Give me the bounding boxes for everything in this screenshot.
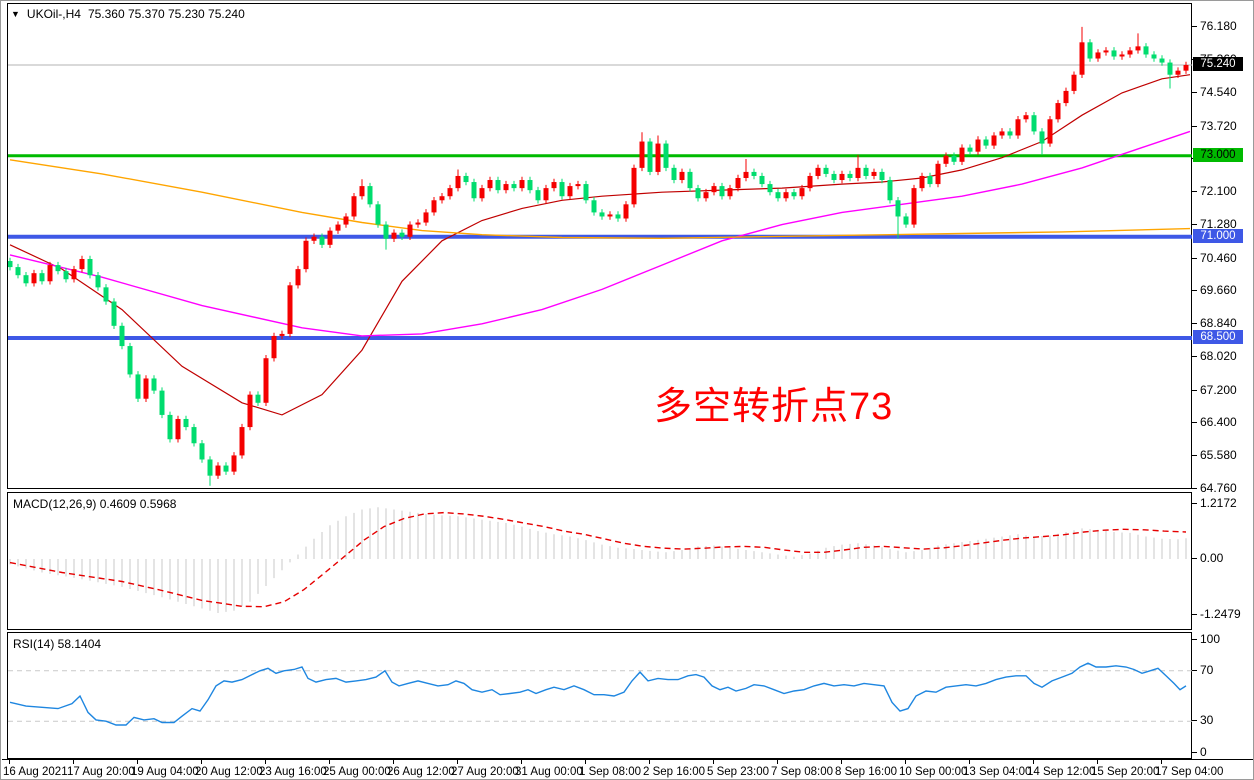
time-tick-label: 19 Aug 04:00	[131, 766, 199, 778]
chart-titlebar: ▼ UKOil-,H4 75.360 75.370 75.230 75.240	[11, 7, 245, 21]
macd-panel[interactable]	[7, 492, 1192, 630]
axis-tick-label: 73.720	[1200, 119, 1237, 133]
time-tick-label: 7 Sep 08:00	[771, 766, 834, 778]
axis-tick-mark	[1192, 422, 1197, 423]
axis-tick-label: 1.2172	[1200, 496, 1237, 510]
macd-indicator-label: MACD(12,26,9) 0.4609 0.5968	[13, 497, 177, 511]
time-tick-mark	[649, 760, 650, 764]
symbol-dropdown-icon[interactable]: ▼	[11, 9, 20, 19]
axis-tick-mark	[1192, 558, 1197, 559]
symbol-period-label: UKOil-,H4	[26, 7, 81, 21]
time-tick-mark	[1033, 760, 1034, 764]
time-tick-mark	[265, 760, 266, 764]
time-tick-mark	[1097, 760, 1098, 764]
time-tick-label: 10 Sep 00:00	[899, 766, 968, 778]
time-tick-mark	[329, 760, 330, 764]
time-tick-mark	[1161, 760, 1162, 764]
axis-tick-label: 66.400	[1200, 415, 1237, 429]
axis-tick-mark	[1192, 290, 1197, 291]
axis-tick-label: 72.100	[1200, 184, 1237, 198]
time-tick-label: 15 Sep 20:00	[1091, 766, 1160, 778]
axis-tick-label: 65.580	[1200, 448, 1237, 462]
ohlc-values-label: 75.360 75.370 75.230 75.240	[87, 7, 245, 21]
main-price-panel[interactable]	[7, 3, 1193, 490]
axis-tick-label: 100	[1200, 632, 1221, 646]
axis-tick-mark	[1192, 126, 1197, 127]
main-chart-canvas[interactable]	[8, 4, 1193, 490]
time-tick-label: 5 Sep 23:00	[707, 766, 770, 778]
axis-tick-label: 70	[1200, 663, 1214, 677]
time-tick-label: 8 Sep 16:00	[835, 766, 898, 778]
time-tick-label: 26 Aug 12:00	[387, 766, 455, 778]
time-tick-label: 25 Aug 00:00	[323, 766, 391, 778]
axis-tick-mark	[1192, 670, 1197, 671]
time-tick-mark	[777, 760, 778, 764]
axis-tick-mark	[1192, 488, 1197, 489]
axis-tick-mark	[1192, 191, 1197, 192]
axis-tick-label: -1.2479	[1200, 607, 1241, 621]
time-axis[interactable]: 16 Aug 2021 17 Aug 20:00 19 Aug 04:00 20 Au…	[1, 759, 1253, 779]
time-tick-mark	[905, 760, 906, 764]
rsi-panel[interactable]	[7, 632, 1193, 760]
axis-tick-mark	[1192, 503, 1197, 504]
axis-tick-label: 64.760	[1200, 481, 1237, 495]
axis-tick-label: 76.180	[1200, 19, 1237, 33]
axis-tick-mark	[1192, 356, 1197, 357]
time-tick-mark	[585, 760, 586, 764]
axis-tick-mark	[1192, 639, 1197, 640]
current-price-label: 75.240	[1193, 57, 1243, 71]
axis-tick-label: 0	[1200, 745, 1207, 759]
axis-tick-mark	[1192, 752, 1197, 753]
hline-price-label: 73.000	[1193, 148, 1243, 162]
time-tick-mark	[969, 760, 970, 764]
time-tick-label: 16 Aug 2021	[3, 766, 68, 778]
axis-tick-mark	[1192, 92, 1197, 93]
time-tick-label: 13 Sep 04:00	[963, 766, 1032, 778]
axis-tick-label: 0.00	[1200, 551, 1224, 565]
axis-tick-mark	[1192, 224, 1197, 225]
price-axis[interactable]: 76.18075.36074.54073.72072.92072.10071.2…	[1192, 1, 1253, 759]
time-tick-mark	[137, 760, 138, 764]
axis-tick-label: 67.200	[1200, 383, 1237, 397]
time-tick-label: 2 Sep 16:00	[643, 766, 706, 778]
time-tick-label: 23 Aug 16:00	[259, 766, 327, 778]
time-tick-mark	[73, 760, 74, 764]
time-tick-label: 31 Aug 00:00	[515, 766, 583, 778]
time-tick-mark	[841, 760, 842, 764]
axis-tick-label: 69.660	[1200, 283, 1237, 297]
axis-tick-label: 74.540	[1200, 85, 1237, 99]
axis-tick-mark	[1192, 455, 1197, 456]
axis-tick-label: 71.280	[1200, 217, 1237, 231]
time-tick-label: 14 Sep 12:00	[1027, 766, 1096, 778]
time-tick-label: 27 Aug 20:00	[451, 766, 519, 778]
axis-tick-mark	[1192, 390, 1197, 391]
axis-tick-mark	[1192, 614, 1197, 615]
time-tick-label: 20 Aug 12:00	[195, 766, 263, 778]
time-tick-mark	[713, 760, 714, 764]
time-tick-mark	[393, 760, 394, 764]
window-left-bevel	[1, 1, 2, 779]
axis-tick-mark	[1192, 26, 1197, 27]
axis-tick-label: 68.020	[1200, 349, 1237, 363]
hline-price-label: 71.000	[1193, 229, 1243, 243]
time-tick-mark	[457, 760, 458, 764]
axis-tick-mark	[1192, 258, 1197, 259]
time-tick-mark	[521, 760, 522, 764]
rsi-canvas[interactable]	[8, 633, 1193, 760]
annotation-text: 多空转折点73	[654, 386, 894, 428]
axis-tick-mark	[1192, 720, 1197, 721]
macd-canvas[interactable]	[8, 493, 1193, 631]
axis-tick-mark	[1192, 323, 1197, 324]
axis-tick-label: 30	[1200, 713, 1214, 727]
axis-tick-label: 68.840	[1200, 316, 1237, 330]
time-tick-mark	[201, 760, 202, 764]
axis-tick-label: 70.460	[1200, 251, 1237, 265]
rsi-indicator-label: RSI(14) 58.1404	[13, 637, 102, 651]
hline-price-label: 68.500	[1193, 330, 1243, 344]
time-tick-label: 17 Aug 20:00	[67, 766, 135, 778]
time-tick-label: 1 Sep 08:00	[579, 766, 642, 778]
time-tick-label: 17 Sep 04:00	[1155, 766, 1224, 778]
time-tick-mark	[9, 760, 10, 764]
